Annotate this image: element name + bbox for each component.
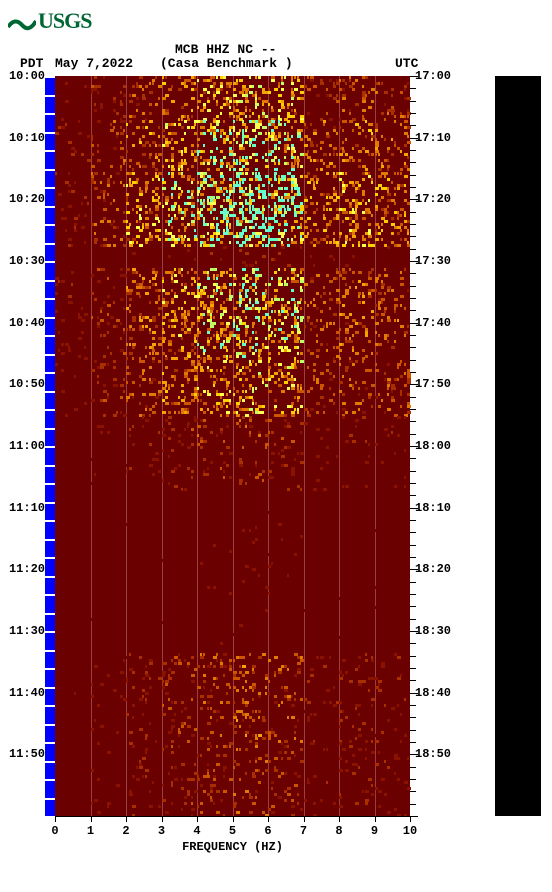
x-tick-label: 8 <box>329 824 349 838</box>
x-tick-label: 6 <box>258 824 278 838</box>
x-tick-label: 7 <box>294 824 314 838</box>
spectrogram-body <box>55 76 410 816</box>
right-time-axis: 17:0017:1017:2017:3017:4017:5018:0018:10… <box>415 76 460 816</box>
left-time-tick: 11:00 <box>5 439 45 453</box>
spectrogram-chart: 10:0010:1010:2010:3010:4010:5011:0011:10… <box>5 76 545 876</box>
chart-header: PDT May 7,2022 MCB HHZ NC -- (Casa Bench… <box>0 34 552 76</box>
left-time-tick: 10:10 <box>5 131 45 145</box>
left-time-tick: 10:20 <box>5 192 45 206</box>
left-time-axis: 10:0010:1010:2010:3010:4010:5011:0011:10… <box>5 76 45 816</box>
right-time-tick: 17:30 <box>415 254 460 268</box>
left-time-tick: 10:50 <box>5 377 45 391</box>
x-tick-label: 0 <box>45 824 65 838</box>
usgs-wave-icon <box>8 12 36 30</box>
x-axis-title: FREQUENCY (HZ) <box>55 840 410 854</box>
right-time-tick: 18:20 <box>415 562 460 576</box>
left-time-tick: 11:30 <box>5 624 45 638</box>
right-time-tick: 17:40 <box>415 316 460 330</box>
frequency-axis: FREQUENCY (HZ) 012345678910 <box>55 816 410 861</box>
right-time-tick: 17:00 <box>415 69 460 83</box>
x-tick-label: 10 <box>400 824 420 838</box>
right-time-tick: 17:50 <box>415 377 460 391</box>
x-tick-label: 2 <box>116 824 136 838</box>
left-blue-bar <box>45 76 55 816</box>
x-tick-label: 3 <box>152 824 172 838</box>
right-time-tick: 17:10 <box>415 131 460 145</box>
x-tick-label: 1 <box>81 824 101 838</box>
right-time-tick: 18:30 <box>415 624 460 638</box>
left-time-tick: 10:40 <box>5 316 45 330</box>
usgs-logo: USGS <box>0 0 552 34</box>
logo-text: USGS <box>38 8 91 34</box>
right-time-tick: 18:50 <box>415 747 460 761</box>
x-tick-label: 9 <box>365 824 385 838</box>
right-time-tick: 18:40 <box>415 686 460 700</box>
station-name: (Casa Benchmark ) <box>160 56 293 71</box>
colorbar <box>495 76 541 816</box>
right-time-tick: 18:00 <box>415 439 460 453</box>
left-time-tick: 11:40 <box>5 686 45 700</box>
station-code: MCB HHZ NC -- <box>175 42 276 57</box>
right-time-tick: 18:10 <box>415 501 460 515</box>
left-time-tick: 10:00 <box>5 69 45 83</box>
right-time-tick: 17:20 <box>415 192 460 206</box>
left-time-tick: 11:50 <box>5 747 45 761</box>
x-tick-label: 4 <box>187 824 207 838</box>
date-label: May 7,2022 <box>55 56 133 71</box>
left-time-tick: 11:20 <box>5 562 45 576</box>
x-tick-label: 5 <box>223 824 243 838</box>
left-time-tick: 11:10 <box>5 501 45 515</box>
left-time-tick: 10:30 <box>5 254 45 268</box>
